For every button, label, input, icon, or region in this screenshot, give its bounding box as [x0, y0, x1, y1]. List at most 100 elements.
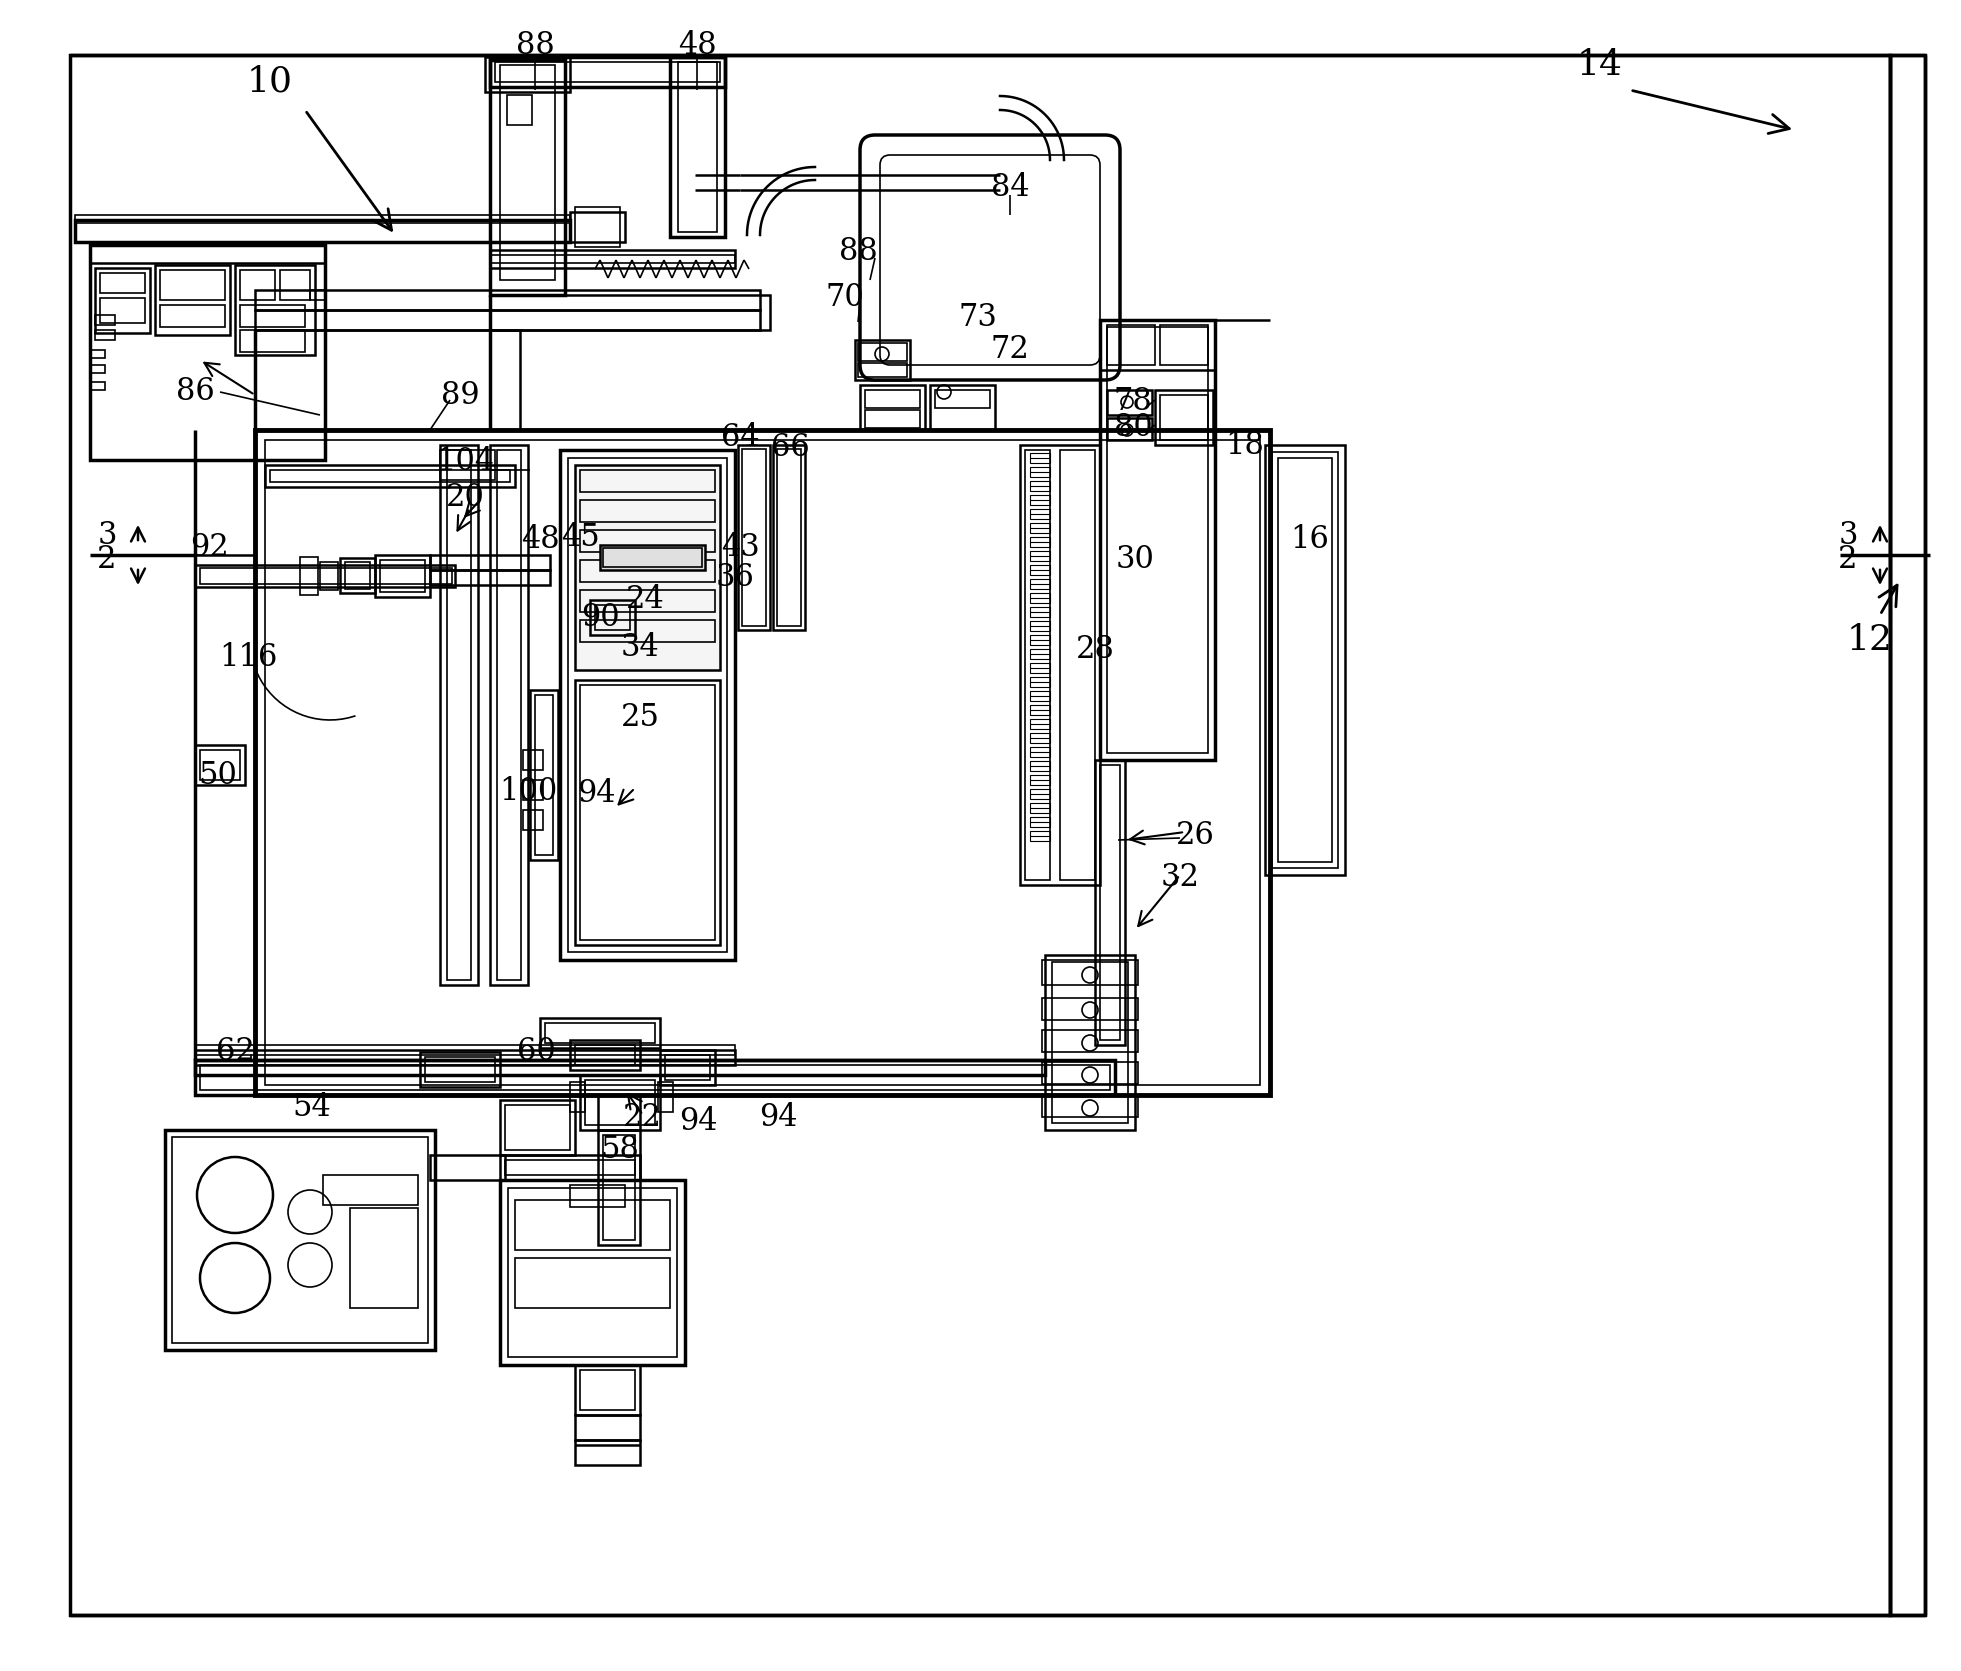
Bar [1030, 719, 1049, 729]
Bar [935, 389, 990, 408]
Bar [1279, 458, 1332, 862]
Bar [602, 548, 702, 566]
Bar [575, 207, 620, 247]
Bar [580, 1074, 661, 1130]
Bar [529, 690, 559, 861]
Text: 50: 50 [198, 760, 237, 790]
Bar [429, 1155, 506, 1180]
Bar [300, 556, 318, 595]
Bar [1100, 765, 1120, 1039]
Bar [865, 389, 920, 408]
Bar [580, 500, 716, 521]
Bar [439, 444, 478, 984]
Bar [580, 620, 716, 642]
Bar [1100, 321, 1216, 760]
Text: 70: 70 [826, 282, 865, 314]
Bar [1030, 635, 1049, 645]
Bar [490, 256, 735, 262]
Text: 58: 58 [600, 1135, 639, 1165]
Bar [777, 449, 800, 627]
Bar [255, 329, 520, 429]
Bar [1108, 418, 1151, 439]
Text: 3: 3 [1837, 520, 1857, 550]
Bar [239, 306, 306, 328]
Bar [200, 568, 451, 583]
Bar [194, 1049, 735, 1064]
Bar [1030, 677, 1049, 687]
Bar [679, 62, 718, 232]
Bar [1265, 444, 1345, 876]
Bar [1030, 817, 1049, 827]
Bar [194, 1059, 1116, 1095]
Bar [500, 1180, 684, 1365]
Bar [1041, 998, 1137, 1019]
Bar [75, 216, 571, 222]
Bar [524, 810, 543, 830]
Bar [598, 1130, 639, 1245]
Text: 94: 94 [577, 777, 616, 809]
Bar [200, 750, 239, 780]
Bar [173, 1136, 427, 1343]
Bar [324, 1175, 418, 1205]
Bar [1030, 536, 1049, 546]
Bar [1030, 692, 1049, 702]
Text: 100: 100 [498, 777, 557, 807]
Bar [661, 1049, 716, 1084]
Bar [859, 343, 908, 361]
Bar [1100, 321, 1216, 369]
Bar [165, 1130, 435, 1350]
Bar [90, 246, 326, 460]
Text: 94: 94 [679, 1106, 718, 1138]
Text: 80: 80 [1114, 413, 1153, 443]
Text: 36: 36 [716, 563, 755, 593]
Bar [1030, 523, 1049, 533]
Bar [575, 680, 720, 946]
Text: 48: 48 [522, 525, 559, 555]
Bar [1030, 466, 1049, 476]
Bar [429, 570, 549, 585]
Bar [161, 271, 226, 301]
Bar [1020, 444, 1100, 886]
Bar [575, 1440, 639, 1465]
Bar [500, 65, 555, 281]
Text: 30: 30 [1116, 545, 1155, 575]
Bar [590, 600, 635, 635]
Bar [516, 1200, 671, 1250]
Bar [1030, 593, 1049, 603]
Bar [524, 750, 543, 770]
Bar [494, 62, 720, 82]
Bar [561, 449, 735, 961]
Bar [500, 1155, 639, 1180]
Text: 66: 66 [771, 433, 810, 463]
Bar [1161, 394, 1208, 439]
Bar [1041, 1095, 1137, 1116]
Bar [575, 1415, 639, 1440]
Text: 48: 48 [679, 30, 716, 60]
Bar [580, 1370, 635, 1410]
Bar [1108, 328, 1208, 754]
Bar [1041, 1029, 1137, 1053]
Text: 88: 88 [839, 237, 877, 267]
Bar [490, 251, 735, 267]
Text: 28: 28 [1075, 635, 1114, 665]
Text: 90: 90 [580, 603, 620, 633]
Bar [265, 465, 516, 486]
Bar [194, 1059, 1045, 1074]
Bar [508, 1188, 677, 1357]
Bar [855, 339, 910, 379]
Text: 92: 92 [190, 533, 229, 563]
Bar [100, 272, 145, 292]
Bar [265, 439, 1261, 1084]
Text: 88: 88 [516, 30, 555, 60]
Bar [600, 545, 706, 570]
Bar [524, 780, 543, 800]
Bar [584, 1079, 655, 1125]
Bar [429, 555, 549, 570]
Bar [545, 1023, 655, 1043]
Bar [1890, 55, 1926, 1614]
Text: 34: 34 [620, 633, 659, 663]
Bar [1030, 551, 1049, 561]
Bar [1030, 775, 1049, 785]
Text: 12: 12 [1847, 623, 1892, 657]
Text: 86: 86 [176, 376, 214, 408]
